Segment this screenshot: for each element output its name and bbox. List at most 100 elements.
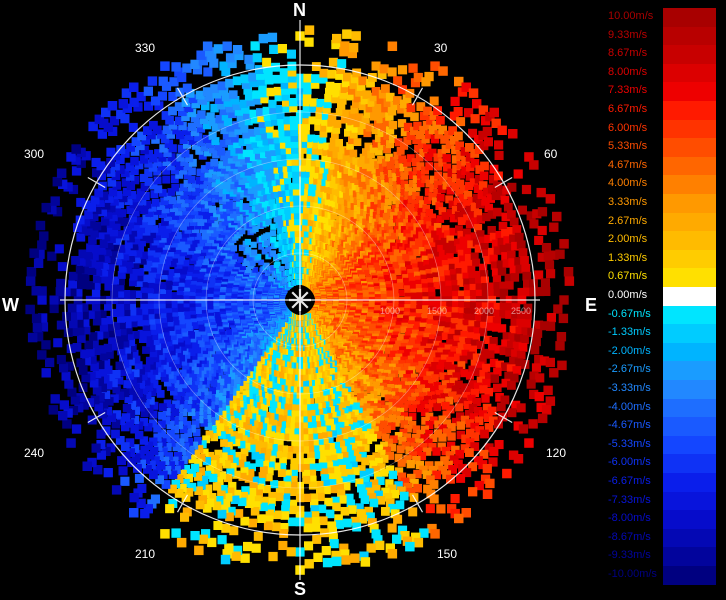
radar-cell	[188, 331, 195, 339]
radar-cell	[333, 144, 342, 153]
radar-cell	[463, 214, 472, 223]
radar-cell	[233, 405, 241, 413]
radar-cell	[181, 478, 190, 488]
radar-cell	[134, 430, 144, 440]
radar-cell	[394, 268, 402, 276]
radar-cell	[170, 292, 178, 300]
radar-cell	[453, 394, 462, 403]
radar-cell	[480, 315, 489, 324]
radar-cell	[177, 284, 185, 291]
radar-cell	[438, 342, 447, 351]
radar-cell	[529, 160, 539, 170]
radar-cell	[245, 411, 253, 419]
radar-cell	[97, 345, 107, 354]
radar-cell	[399, 346, 406, 354]
radar-cell	[398, 155, 407, 164]
radar-cell	[523, 287, 533, 297]
radar-cell	[273, 510, 282, 520]
radar-cell	[511, 303, 521, 312]
radar-cell	[474, 174, 484, 184]
radar-cell	[336, 65, 346, 74]
radar-cell	[481, 289, 490, 298]
radar-cell	[489, 107, 499, 118]
radar-cell	[149, 349, 158, 358]
radar-cell	[263, 430, 271, 438]
radar-cell	[76, 393, 86, 403]
radar-cell	[331, 460, 339, 469]
radar-cell	[396, 184, 405, 193]
radar-cell	[179, 321, 187, 329]
radar-cell	[407, 251, 415, 259]
radar-cell	[305, 170, 313, 178]
radar-cell	[410, 304, 418, 312]
radar-cell	[369, 433, 377, 442]
radar-cell	[411, 392, 419, 401]
radar-cell	[240, 553, 250, 563]
radar-cell	[457, 249, 466, 258]
radar-cell	[371, 426, 379, 434]
radar-cell	[409, 207, 418, 215]
radar-cell	[194, 346, 201, 354]
radar-cell	[140, 301, 148, 310]
radar-cell	[212, 482, 222, 491]
radar-cell	[473, 367, 483, 376]
radar-cell	[410, 288, 418, 296]
radar-cell	[436, 215, 445, 223]
radar-cell	[262, 485, 271, 494]
radar-cell	[460, 383, 469, 392]
radar-cell	[501, 229, 510, 238]
radar-cell	[300, 404, 308, 412]
radar-cell	[145, 369, 153, 378]
radar-cell	[122, 302, 131, 310]
radar-cell	[356, 420, 365, 428]
radar-cell	[285, 445, 294, 454]
radar-cell	[62, 419, 72, 429]
radar-cell	[188, 289, 196, 296]
radar-cell	[387, 67, 397, 77]
radar-cell	[366, 184, 374, 192]
radar-cell	[317, 141, 326, 150]
radar-cell	[480, 161, 489, 171]
radar-cell	[354, 440, 363, 449]
radar-cell	[355, 503, 364, 512]
radar-cell	[345, 161, 353, 169]
radar-cell	[102, 254, 111, 263]
radar-cell	[318, 172, 326, 180]
radar-cell	[354, 415, 362, 423]
radar-cell	[509, 356, 518, 366]
radar-cell	[456, 430, 466, 440]
radar-cell	[440, 456, 449, 465]
radar-cell	[537, 413, 548, 424]
radar-cell	[265, 443, 273, 451]
radar-cell	[405, 359, 413, 367]
radar-cell	[307, 398, 314, 405]
radar-cell	[473, 224, 483, 233]
radar-cell	[347, 181, 355, 189]
radar-cell	[216, 423, 225, 431]
radar-cell	[403, 136, 412, 145]
radar-cell	[433, 357, 441, 365]
radar-cell	[350, 105, 359, 114]
radar-cell	[159, 315, 167, 323]
radar-cell	[413, 271, 421, 279]
radar-cell	[496, 188, 506, 198]
radar-cell	[415, 309, 423, 316]
radar-cell	[325, 509, 335, 519]
radar-cell	[192, 356, 200, 364]
radar-cell	[311, 517, 320, 526]
radar-cell	[509, 265, 519, 275]
radar-cell	[380, 420, 388, 429]
radar-cell	[351, 31, 361, 41]
radar-cell	[256, 483, 265, 492]
radar-cell	[504, 371, 513, 381]
radar-cell	[191, 450, 200, 459]
radar-cell	[528, 419, 538, 429]
radar-cell	[176, 537, 187, 548]
radar-cell	[361, 115, 370, 124]
radar-velocity-view[interactable]: 1000 1500 2000 2500 N S E W 30 60 120 150 2…	[0, 0, 600, 600]
radar-cell	[322, 173, 330, 181]
radar-cell	[400, 250, 408, 258]
radar-cell	[253, 414, 261, 422]
radar-cell	[436, 364, 444, 373]
radar-cell	[215, 415, 224, 424]
